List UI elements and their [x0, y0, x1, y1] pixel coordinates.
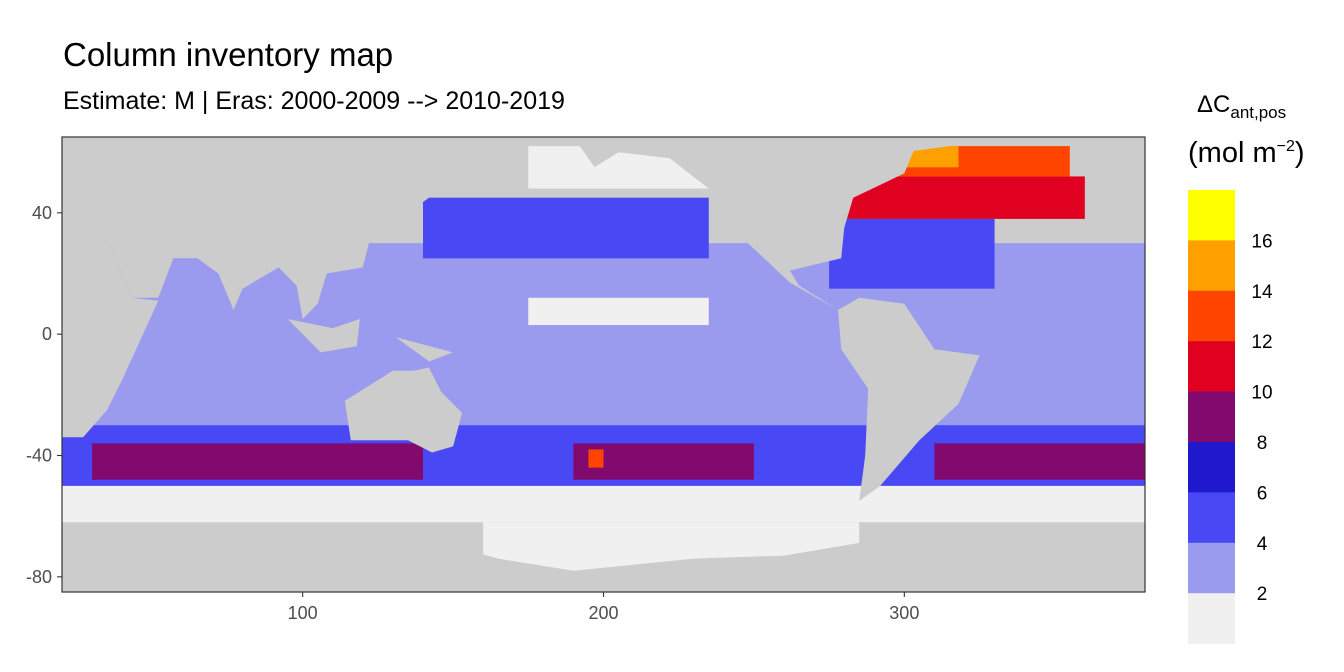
land-antarctica-wrap: [1145, 528, 1344, 592]
land-new-guinea: [395, 337, 454, 362]
land-antarctica: [62, 528, 1145, 592]
legend: ΔCant,pos (mol m−2) 2 4 6 8 10 12 14 16: [1188, 91, 1305, 645]
chart-title: Column inventory map: [63, 36, 394, 73]
y-axis: 40 0 -40 -80: [26, 203, 62, 587]
land-australia: [344, 367, 463, 453]
heatmap-region-0: [62, 485, 1145, 523]
chart-subtitle: Estimate: M | Eras: 2000-2009 --> 2010-2…: [63, 87, 565, 115]
legend-swatch: [1188, 190, 1235, 241]
legend-swatch: [1188, 492, 1235, 544]
legend-swatch: [1188, 290, 1235, 342]
land-greenland: [889, 137, 995, 153]
land-north-america: [573, 137, 920, 310]
heatmap-region-13: [904, 146, 959, 168]
legend-swatch: [1188, 391, 1235, 443]
legend-break-label: 10: [1251, 383, 1272, 404]
legend-title-symbol: ΔC: [1197, 91, 1230, 118]
land-layer: [62, 137, 1344, 592]
y-tick-label: -40: [26, 446, 52, 466]
legend-labels: 2 4 6 8 10 12 14 16: [1251, 231, 1273, 605]
legend-break-label: 2: [1257, 584, 1268, 605]
heatmap-region-5: [423, 197, 709, 259]
land-borneo-sumatra: [287, 319, 360, 353]
legend-title-subscript: ant,pos: [1230, 103, 1286, 122]
land-eurasia: [62, 137, 544, 319]
legend-break-label: 16: [1251, 231, 1272, 252]
legend-colorbar: [1188, 190, 1235, 645]
heatmap-region-10: [934, 443, 1145, 480]
y-tick-label: -80: [26, 567, 52, 587]
heatmap-region-7: [829, 218, 995, 289]
legend-swatch: [1188, 542, 1235, 594]
legend-break-label: 8: [1257, 433, 1268, 454]
legend-swatch: [1188, 593, 1235, 645]
legend-swatch: [1188, 442, 1235, 493]
x-tick-label: 200: [588, 603, 618, 623]
legend-unit-prefix: (mol m: [1188, 137, 1277, 169]
legend-break-label: 6: [1257, 483, 1268, 504]
heatmap-region-4: [528, 297, 709, 326]
legend-unit: (mol m−2): [1188, 137, 1305, 169]
y-tick-label: 40: [32, 203, 52, 223]
legend-unit-exponent: −2: [1277, 138, 1295, 155]
heatmap-region-14: [588, 449, 604, 468]
x-tick-label: 300: [889, 603, 919, 623]
y-tick-label: 0: [42, 324, 52, 344]
legend-break-label: 12: [1251, 332, 1272, 353]
land-africa: [62, 228, 159, 438]
heatmap-region-8: [92, 443, 423, 480]
legend-swatch: [1188, 341, 1235, 393]
land-south-america: [838, 297, 980, 501]
x-axis: 100 200 300: [288, 592, 919, 623]
legend-swatch: [1188, 240, 1235, 292]
legend-title: ΔCant,pos: [1197, 91, 1286, 122]
legend-unit-suffix: ): [1295, 137, 1305, 169]
legend-break-label: 4: [1257, 534, 1268, 555]
x-tick-label: 100: [288, 603, 318, 623]
legend-break-label: 14: [1251, 282, 1273, 303]
